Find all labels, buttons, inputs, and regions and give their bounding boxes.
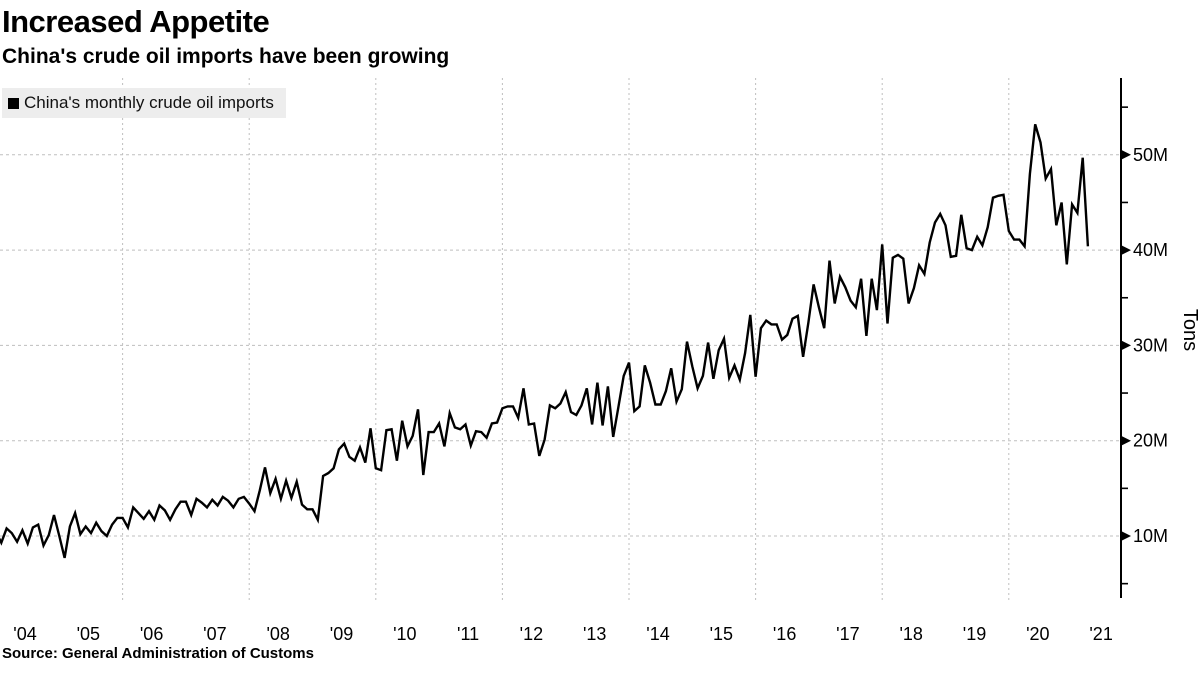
y-tick-arrow-icon [1122, 436, 1131, 446]
x-tick-label: '08 [266, 624, 289, 644]
page-title: Increased Appetite [2, 4, 270, 39]
legend-label: China's monthly crude oil imports [24, 93, 274, 112]
x-tick-label: '20 [1026, 624, 1049, 644]
y-tick-arrow-icon [1122, 340, 1131, 350]
x-tick-label: '13 [583, 624, 606, 644]
y-tick-arrow-icon [1122, 531, 1131, 541]
x-tick-label: '18 [899, 624, 922, 644]
source-note: Source: General Administration of Custom… [2, 645, 314, 662]
x-tick-label: '12 [520, 624, 543, 644]
x-tick-label: '04 [13, 624, 36, 644]
series-line [0, 123, 1090, 559]
x-tick-label: '21 [1089, 624, 1112, 644]
x-tick-label: '09 [330, 624, 353, 644]
y-axis-title: Tons [1179, 309, 1200, 351]
x-tick-label: '11 [457, 624, 479, 644]
y-tick-label: 20M [1133, 431, 1168, 451]
chart-subtitle: China's crude oil imports have been grow… [2, 45, 450, 68]
y-tick-label: 30M [1133, 335, 1168, 355]
y-tick-label: 40M [1133, 240, 1168, 260]
x-tick-label: '16 [773, 624, 796, 644]
x-tick-label: '14 [646, 624, 669, 644]
x-tick-label: '10 [393, 624, 416, 644]
x-tick-label: '15 [710, 624, 733, 644]
y-tick-arrow-icon [1122, 150, 1131, 160]
x-tick-label: '19 [963, 624, 986, 644]
legend: China's monthly crude oil imports [2, 88, 286, 118]
y-tick-label: 10M [1133, 526, 1168, 546]
y-tick-label: 50M [1133, 145, 1168, 165]
y-tick-arrow-icon [1122, 245, 1131, 255]
x-tick-label: '07 [203, 624, 226, 644]
x-tick-label: '17 [836, 624, 859, 644]
x-tick-label: '06 [140, 624, 163, 644]
legend-swatch-icon [8, 97, 19, 109]
x-tick-label: '05 [77, 624, 100, 644]
